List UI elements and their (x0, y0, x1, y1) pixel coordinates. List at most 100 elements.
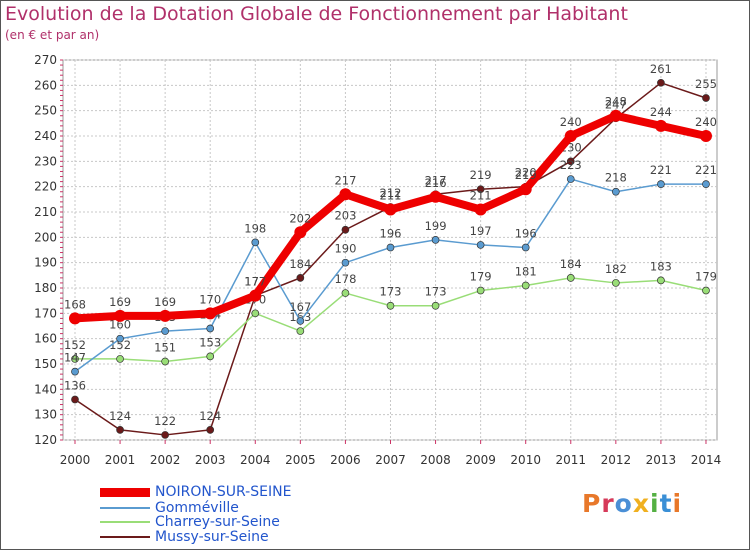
y-tick-label: 270 (34, 53, 57, 67)
logo-letter: P (582, 489, 602, 518)
chart-title: Evolution de la Dotation Globale de Fonc… (5, 3, 628, 25)
data-point (116, 426, 124, 434)
data-label: 198 (244, 221, 266, 235)
data-point (566, 175, 575, 183)
data-label: 147 (64, 351, 86, 365)
data-point (476, 185, 485, 194)
legend-swatch-mussy (100, 536, 150, 538)
x-tick-label: 2009 (465, 453, 496, 467)
logo-letter: o (614, 489, 633, 518)
data-label: 136 (64, 378, 86, 392)
x-tick-label: 2012 (601, 453, 632, 467)
data-label: 217 (425, 173, 447, 187)
x-tick-label: 2000 (60, 453, 91, 467)
x-tick-label: 2006 (330, 453, 361, 467)
data-point (657, 180, 665, 188)
legend-swatch-gommeville (100, 507, 150, 509)
data-label: 152 (64, 338, 86, 352)
data-label: 199 (425, 219, 447, 233)
data-label: 179 (695, 270, 717, 284)
data-label: 248 (605, 95, 627, 109)
data-label: 221 (695, 163, 717, 177)
x-tick-label: 2013 (646, 453, 677, 467)
data-label: 182 (605, 262, 627, 276)
x-tick-label: 2004 (240, 453, 271, 467)
data-label: 124 (199, 409, 221, 423)
data-point (341, 258, 350, 267)
data-label: 247 (605, 97, 627, 111)
data-point (161, 327, 169, 335)
data-point (431, 236, 440, 244)
y-tick-label: 160 (34, 332, 57, 346)
data-point (71, 355, 79, 363)
data-label: 221 (650, 163, 672, 177)
data-point (474, 203, 487, 216)
data-point (204, 307, 217, 320)
data-label: 173 (380, 285, 402, 299)
y-tick-label: 220 (34, 180, 57, 194)
data-point (476, 241, 485, 249)
x-tick-label: 2008 (420, 453, 451, 467)
data-label: 173 (425, 285, 447, 299)
data-point (476, 286, 485, 295)
data-label: 122 (154, 414, 176, 428)
data-point (384, 203, 397, 216)
y-tick-label: 140 (34, 382, 57, 396)
data-label: 202 (289, 211, 311, 225)
data-label: 184 (289, 257, 311, 271)
data-point (296, 317, 305, 325)
x-tick-label: 2007 (375, 453, 406, 467)
x-tick-label: 2011 (555, 453, 586, 467)
data-point (296, 327, 305, 335)
data-label: 240 (695, 115, 717, 129)
x-tick-label: 2010 (510, 453, 541, 467)
data-label: 223 (560, 158, 582, 172)
data-point (657, 78, 665, 87)
x-tick-label: 2005 (285, 453, 316, 467)
data-point (294, 226, 307, 239)
data-point (611, 279, 620, 287)
data-label: 178 (334, 272, 356, 286)
chart-subtitle: (en € et par an) (5, 28, 100, 42)
data-label: 151 (154, 340, 176, 354)
logo-letter: x (632, 489, 650, 518)
data-label: 219 (515, 168, 537, 182)
data-point (159, 309, 172, 322)
data-label: 261 (650, 62, 672, 76)
data-point (519, 183, 532, 196)
data-point (386, 243, 395, 252)
data-point (206, 324, 215, 333)
logo-letter: i (650, 489, 660, 518)
data-point (386, 301, 395, 310)
data-point (566, 274, 575, 282)
data-point (251, 238, 260, 247)
data-point (296, 274, 305, 282)
x-tick-label: 2002 (150, 453, 181, 467)
data-label: 211 (470, 188, 492, 202)
data-point (71, 395, 79, 404)
data-label: 168 (64, 297, 86, 311)
logo-letter: r (601, 489, 615, 518)
data-point (564, 130, 577, 142)
data-label: 181 (515, 264, 537, 278)
data-point (702, 180, 710, 188)
data-point (161, 431, 169, 439)
data-label: 179 (470, 270, 492, 284)
data-point (161, 357, 169, 366)
data-label: 184 (560, 257, 582, 271)
data-label: 160 (109, 318, 131, 332)
data-label: 169 (154, 295, 176, 309)
data-label: 169 (109, 295, 131, 309)
y-tick-label: 170 (34, 306, 57, 320)
data-label: 170 (199, 292, 221, 306)
data-label: 196 (380, 226, 402, 240)
legend-label-noiron: NOIRON-SUR-SEINE (155, 484, 292, 500)
data-label: 218 (605, 171, 627, 185)
data-label: 255 (695, 77, 717, 91)
y-tick-label: 250 (34, 104, 57, 118)
x-tick-label: 2014 (691, 453, 722, 467)
data-label: 220 (515, 166, 537, 180)
data-label: 203 (334, 209, 356, 223)
legend-swatch-charrey (100, 521, 150, 523)
